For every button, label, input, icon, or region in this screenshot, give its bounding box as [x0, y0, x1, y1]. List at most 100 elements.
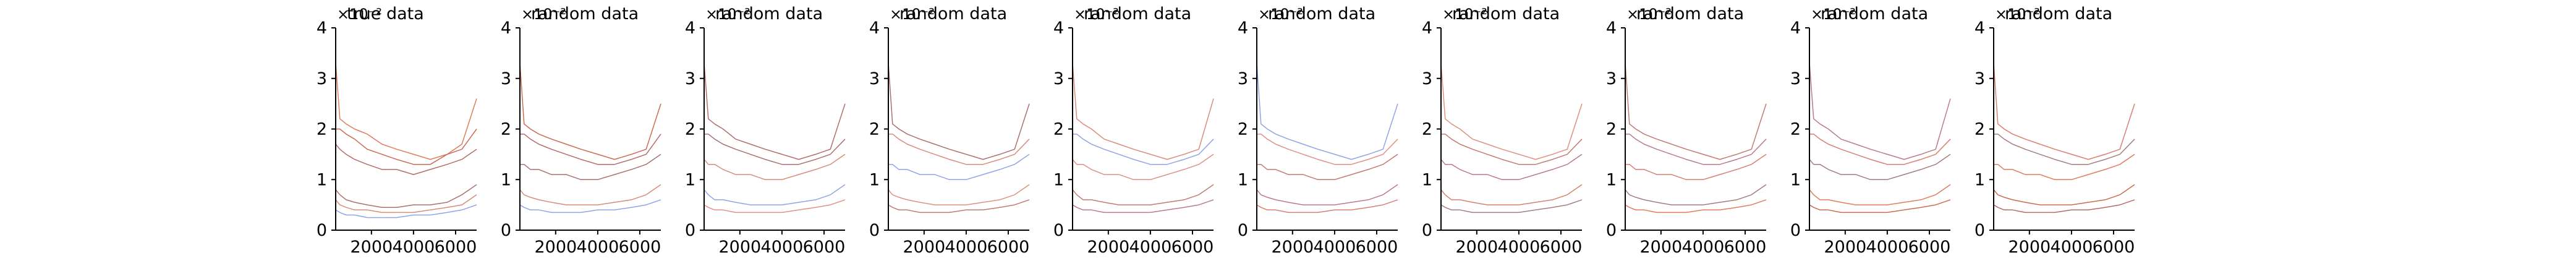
y-tick-label: 3	[1053, 69, 1064, 88]
series-line-2	[1257, 133, 1398, 165]
y-tick-label: 2	[685, 120, 695, 139]
y-tick-label: 2	[1238, 120, 1248, 139]
y-tick-label: 0	[1975, 221, 1985, 240]
series-line-3	[520, 153, 661, 181]
y-tick-label: 3	[1606, 69, 1617, 88]
series-line-1	[1440, 63, 1583, 160]
series-line-4	[1625, 184, 1767, 205]
x-tick-label: 2000	[1824, 238, 1866, 257]
series-line-4	[1809, 184, 1951, 205]
x-tick-label: 4000	[393, 238, 435, 257]
series-line-3	[888, 153, 1030, 181]
panel-title: random data	[1452, 4, 1560, 24]
y-tick-label: 1	[317, 170, 327, 189]
y-tick-label: 0	[1053, 221, 1064, 240]
panel-title: random data	[1636, 4, 1744, 24]
y-axis-scale-label: ×10⁻²	[1074, 6, 1119, 23]
x-tick-label: 4000	[761, 238, 804, 257]
x-tick-label: 4000	[1866, 238, 1909, 257]
x-tick-label: 4000	[945, 238, 988, 257]
y-tick-label: 3	[685, 69, 695, 88]
y-tick-label: 1	[1053, 170, 1064, 189]
x-tick-label: 2000	[903, 238, 945, 257]
y-tick-label: 1	[1975, 170, 1985, 189]
series-line-5	[1256, 199, 1398, 213]
x-tick-label: 2000	[1639, 238, 1682, 257]
y-tick-label: 4	[1606, 19, 1617, 38]
series-line-5	[1625, 199, 1767, 213]
series-line-3	[1072, 153, 1214, 181]
panel-title: random data	[899, 4, 1007, 24]
panel-title: random data	[1268, 4, 1375, 24]
series-line-4	[704, 184, 846, 205]
y-tick-label: 3	[1422, 69, 1432, 88]
y-tick-label: 4	[869, 19, 880, 38]
series-line-4	[1440, 184, 1583, 205]
y-axis-scale-label: ×10⁻²	[1995, 6, 2040, 23]
x-tick-label: 4000	[1314, 238, 1356, 257]
x-tick-label: 6000	[1540, 238, 1583, 257]
y-tick-label: 0	[1238, 221, 1248, 240]
series-line-4	[1993, 184, 2135, 205]
series-line-1	[888, 63, 1030, 160]
y-axis-scale-label: ×10⁻²	[1258, 6, 1303, 23]
y-axis-scale-label: ×10⁻²	[521, 6, 566, 23]
series-line-5	[704, 199, 846, 213]
series-line-4	[519, 184, 661, 205]
y-tick-label: 3	[501, 69, 511, 88]
y-tick-label: 1	[1606, 170, 1617, 189]
x-tick-label: 6000	[1356, 238, 1398, 257]
y-tick-label: 0	[317, 221, 327, 240]
y-tick-label: 3	[869, 69, 880, 88]
y-axis-scale-label: ×10⁻²	[705, 6, 750, 23]
x-tick-label: 4000	[1498, 238, 1541, 257]
series-line-5	[335, 194, 477, 213]
panel-title: true data	[347, 4, 424, 24]
x-tick-label: 6000	[435, 238, 477, 257]
y-tick-label: 2	[1053, 120, 1064, 139]
series-line-2	[336, 128, 477, 165]
x-tick-label: 6000	[803, 238, 846, 257]
y-tick-label: 4	[1975, 19, 1985, 38]
series-line-1	[1256, 63, 1398, 160]
y-tick-label: 2	[1975, 120, 1985, 139]
y-tick-label: 3	[1975, 69, 1985, 88]
x-tick-label: 2000	[1087, 238, 1129, 257]
series-line-2	[520, 133, 661, 165]
series-line-1	[1625, 63, 1767, 160]
series-line-4	[1256, 184, 1398, 205]
series-line-3	[1257, 153, 1398, 181]
y-tick-label: 1	[501, 170, 511, 189]
y-tick-label: 4	[1790, 19, 1801, 38]
y-tick-label: 0	[1606, 221, 1617, 240]
series-line-3	[704, 153, 846, 181]
y-tick-label: 0	[1790, 221, 1801, 240]
y-tick-label: 4	[1422, 19, 1432, 38]
y-tick-label: 4	[1053, 19, 1064, 38]
x-tick-label: 2000	[2008, 238, 2051, 257]
x-tick-label: 4000	[577, 238, 619, 257]
panel-title: random data	[531, 4, 639, 24]
y-axis-scale-label: ×10⁻²	[1811, 6, 1856, 23]
y-tick-label: 0	[1422, 221, 1432, 240]
series-line-2	[888, 133, 1030, 165]
y-tick-label: 4	[685, 19, 695, 38]
series-line-1	[519, 63, 661, 160]
y-tick-label: 2	[1606, 120, 1617, 139]
x-tick-label: 2000	[1455, 238, 1498, 257]
series-line-1	[1993, 63, 2135, 160]
x-tick-label: 2000	[718, 238, 761, 257]
series-line-5	[519, 199, 661, 213]
series-line-5	[1809, 199, 1951, 213]
series-line-4	[888, 184, 1030, 205]
x-tick-label: 6000	[1908, 238, 1951, 257]
series-line-3	[1994, 153, 2135, 181]
series-line-1	[1072, 63, 1214, 160]
panel-title: random data	[2005, 4, 2112, 24]
y-axis-scale-label: ×10⁻²	[1626, 6, 1672, 23]
